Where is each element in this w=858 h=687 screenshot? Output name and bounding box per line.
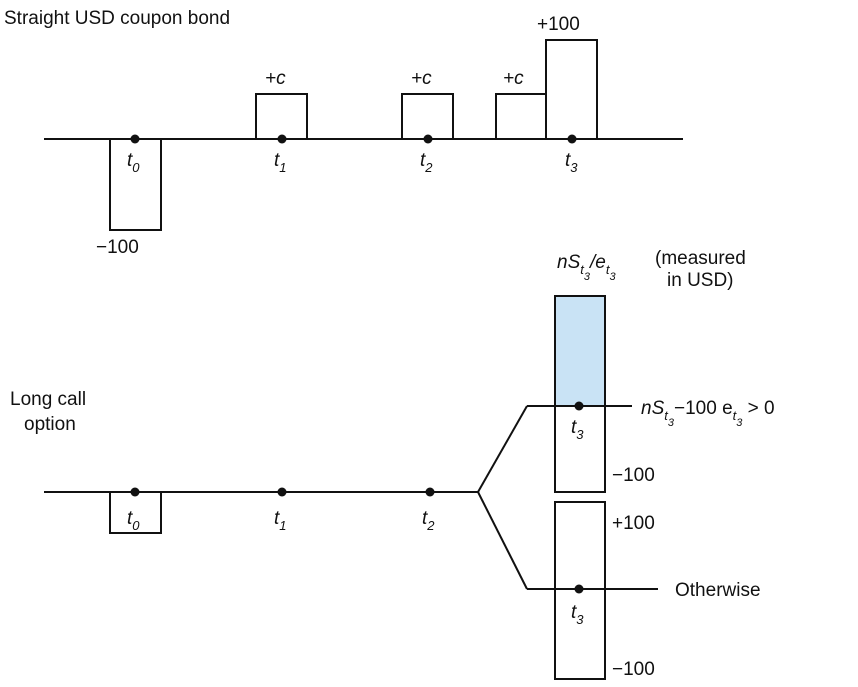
top-dot-t1 — [277, 134, 287, 144]
bottom-title-line1: Long call — [10, 389, 86, 410]
lower-lower-box — [554, 588, 606, 680]
top-title: Straight USD coupon bond — [4, 8, 230, 29]
top-coupon-box-1 — [255, 93, 308, 140]
top-coupon-label-3: +c — [503, 68, 524, 89]
top-outflow-label: −100 — [96, 237, 139, 258]
bottom-premium-box — [109, 491, 162, 534]
top-coupon-label-1: +c — [265, 68, 286, 89]
bottom-time-t0: t0 — [127, 508, 140, 533]
top-dot-t0 — [130, 134, 140, 144]
bottom-dot-t2 — [425, 487, 435, 497]
bottom-dot-t0 — [130, 487, 140, 497]
top-outflow-box — [109, 138, 162, 231]
upper-time-t3: t3 — [571, 417, 584, 442]
lower-plus100-label: +100 — [612, 513, 655, 534]
bottom-title-line2: option — [24, 414, 76, 435]
upper-payoff-note-line2: in USD) — [667, 270, 734, 291]
upper-minus100-label: −100 — [612, 465, 655, 486]
lower-condition-label: Otherwise — [675, 580, 761, 601]
top-coupon-box-3 — [495, 93, 547, 140]
upper-branch-line — [477, 405, 528, 493]
upper-condition-label: nSt3−100 et3 > 0 — [641, 398, 775, 429]
lower-upper-box — [554, 501, 606, 590]
bottom-dot-t1 — [277, 487, 287, 497]
bottom-time-t2: t2 — [422, 508, 435, 533]
upper-cost-box — [554, 405, 606, 493]
top-principal-label: +100 — [537, 14, 580, 35]
top-coupon-box-2 — [401, 93, 454, 140]
upper-payoff-note-line1: (measured — [655, 248, 746, 269]
upper-payoff-box — [554, 295, 606, 407]
lower-branch-line — [477, 491, 528, 590]
top-time-t2: t2 — [420, 150, 433, 175]
top-dot-t2 — [423, 134, 433, 144]
upper-dot-t3 — [574, 401, 584, 411]
top-time-t1: t1 — [274, 150, 287, 175]
upper-payoff-label: nSt3/et3 — [557, 252, 616, 283]
lower-time-t3: t3 — [571, 602, 584, 627]
top-coupon-label-2: +c — [411, 68, 432, 89]
lower-minus100-label: −100 — [612, 659, 655, 680]
top-time-t3: t3 — [565, 150, 578, 175]
top-time-t0: t0 — [127, 150, 140, 175]
top-principal-box — [545, 39, 598, 140]
lower-dot-t3 — [574, 584, 584, 594]
bottom-time-t1: t1 — [274, 508, 287, 533]
top-dot-t3 — [567, 134, 577, 144]
